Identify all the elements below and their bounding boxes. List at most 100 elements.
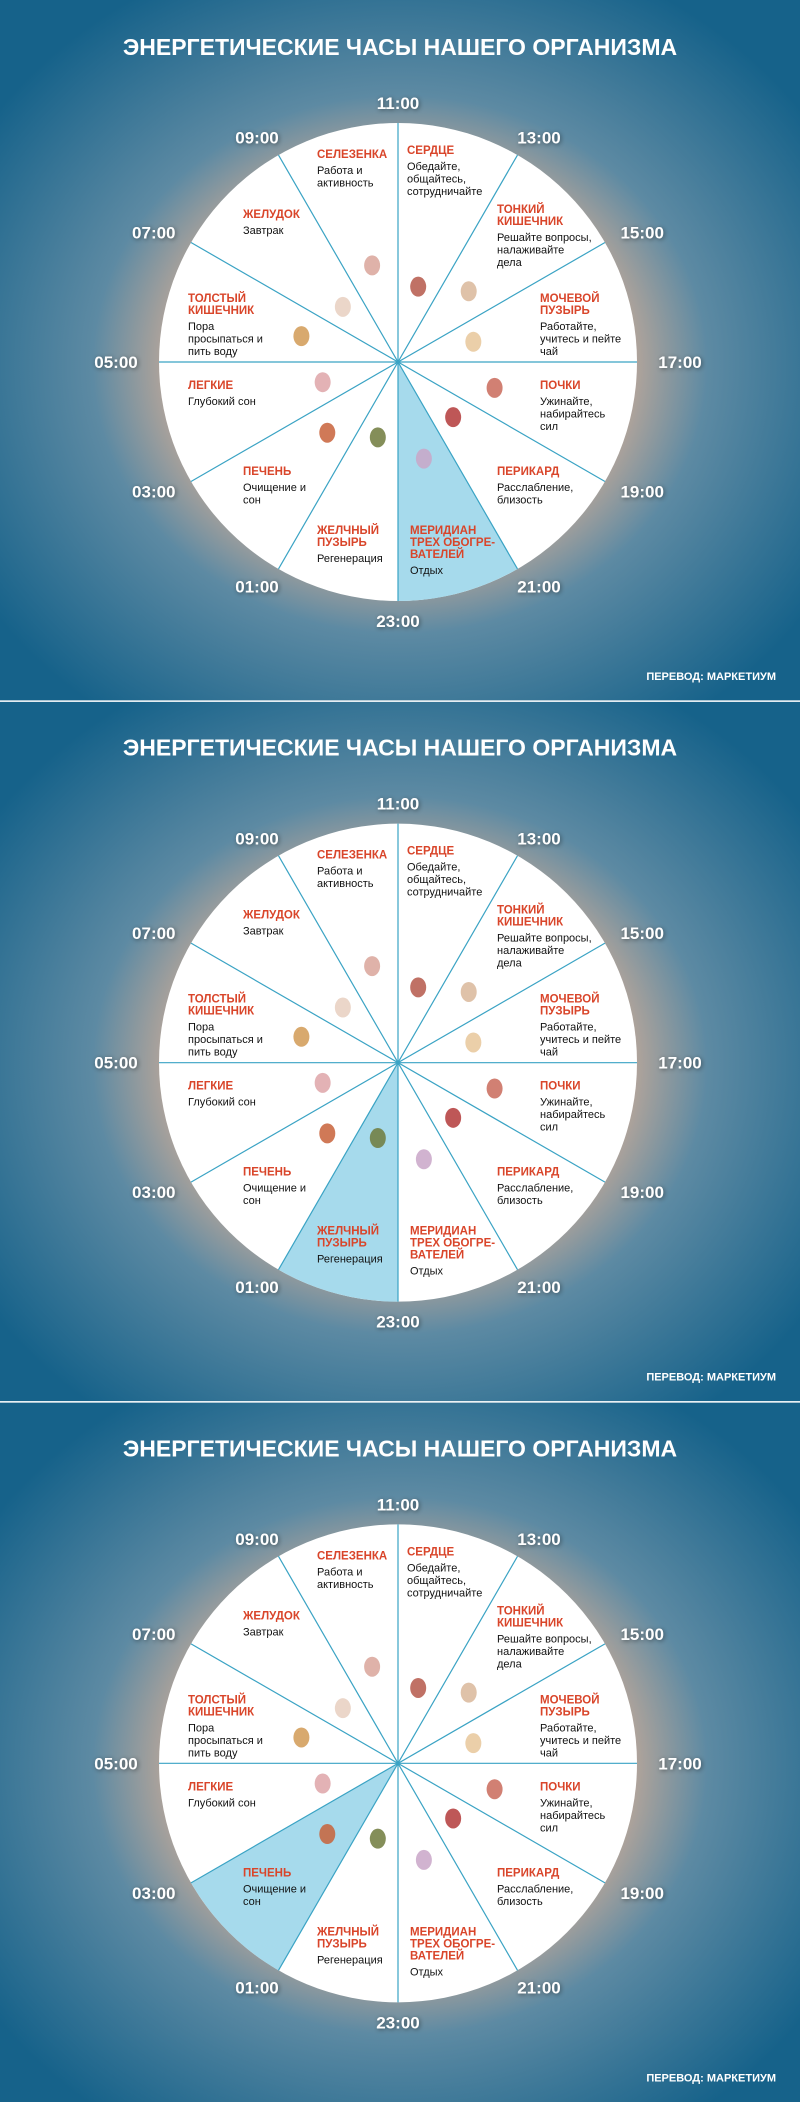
organ-name: ТРЕХ ОБОГРЕ- bbox=[410, 537, 495, 549]
organ-advice: чай bbox=[540, 1747, 558, 1759]
organ-advice: Расслабление, bbox=[497, 1183, 573, 1195]
organ-name: ПУЗЫРЬ bbox=[317, 1238, 367, 1250]
organ-advice: Регенерация bbox=[317, 553, 383, 565]
organ-advice: Работа и bbox=[317, 1566, 363, 1578]
organ-icon bbox=[460, 981, 477, 1002]
credit: ПЕРЕВОД: МАРКЕТИУМ bbox=[646, 2072, 776, 2084]
organ-name: ЖЕЛЧНЫЙ bbox=[316, 524, 379, 537]
organ-name: КИШЕЧНИК bbox=[188, 1006, 255, 1018]
time-label: 15:00 bbox=[620, 1625, 663, 1644]
organ-icon bbox=[364, 255, 381, 276]
organ-advice: Регенерация bbox=[317, 1254, 383, 1266]
organ-advice: набирайтесь bbox=[540, 1810, 606, 1822]
organ-advice: Решайте вопросы, bbox=[497, 232, 592, 244]
organ-name: ЖЕЛУДОК bbox=[242, 910, 301, 922]
organ-advice: Обедайте, bbox=[407, 862, 460, 874]
organ-advice: сотрудничайте bbox=[407, 186, 482, 198]
organ-advice: Очищение и bbox=[243, 1183, 306, 1195]
organ-advice: общайтесь, bbox=[407, 1575, 466, 1587]
time-label: 13:00 bbox=[517, 129, 560, 148]
organ-name: ЛЕГКИЕ bbox=[188, 1081, 234, 1093]
credit: ПЕРЕВОД: МАРКЕТИУМ bbox=[646, 671, 776, 683]
panel: ЭНЕРГЕТИЧЕСКИЕ ЧАСЫ НАШЕГО ОРГАНИЗМА 11:0… bbox=[0, 700, 800, 1402]
time-label: 17:00 bbox=[658, 1054, 701, 1073]
organ-icon bbox=[369, 1828, 386, 1849]
organ-name: ТРЕХ ОБОГРЕ- bbox=[410, 1238, 495, 1250]
time-label: 17:00 bbox=[658, 353, 701, 372]
organ-advice: дела bbox=[497, 958, 523, 970]
panel: ЭНЕРГЕТИЧЕСКИЕ ЧАСЫ НАШЕГО ОРГАНИЗМА 11:0… bbox=[0, 0, 800, 701]
organ-name: ПЕЧЕНЬ bbox=[243, 466, 291, 478]
organ-advice: Ужинайте, bbox=[540, 396, 593, 408]
organ-advice: Обедайте, bbox=[407, 161, 460, 173]
organ-icon bbox=[460, 281, 477, 302]
organ-name: МОЧЕВОЙ bbox=[540, 993, 600, 1006]
organ-icon bbox=[314, 1773, 331, 1794]
organ-icon bbox=[465, 1032, 482, 1053]
organ-advice: Расслабление, bbox=[497, 1883, 573, 1895]
organ-icon bbox=[486, 1078, 503, 1099]
organ-name: ТОНКИЙ bbox=[497, 904, 545, 917]
time-label: 11:00 bbox=[377, 94, 420, 113]
organ-name: ВАТЕЛЕЙ bbox=[410, 548, 464, 561]
organ-name: ТОЛСТЫЙ bbox=[188, 292, 246, 305]
organ-advice: сил bbox=[540, 1822, 558, 1834]
organ-advice: близость bbox=[497, 1195, 543, 1207]
organ-advice: Решайте вопросы, bbox=[497, 1633, 592, 1645]
organ-advice: Пора bbox=[188, 1722, 215, 1734]
organ-icon bbox=[364, 956, 381, 977]
highlighted-sector bbox=[191, 1763, 398, 1971]
organ-advice: сотрудничайте bbox=[407, 887, 482, 899]
panel: ЭНЕРГЕТИЧЕСКИЕ ЧАСЫ НАШЕГО ОРГАНИЗМА 11:0… bbox=[0, 1401, 800, 2102]
time-label: 03:00 bbox=[132, 1884, 175, 1903]
organ-name: ПУЗЫРЬ bbox=[317, 1938, 367, 1950]
organ-advice: пить воду bbox=[188, 1047, 238, 1059]
organ-advice: набирайтесь bbox=[540, 409, 606, 421]
organ-advice: сил bbox=[540, 1122, 558, 1134]
organ-advice: Очищение и bbox=[243, 482, 306, 494]
organ-name: КИШЕЧНИК bbox=[497, 1617, 564, 1629]
organ-icon bbox=[410, 1677, 427, 1698]
sector-divider bbox=[277, 1556, 519, 1971]
organ-icon bbox=[334, 1698, 351, 1719]
organ-advice: общайтесь, bbox=[407, 874, 466, 886]
time-label: 09:00 bbox=[235, 129, 278, 148]
time-label: 19:00 bbox=[620, 1183, 663, 1202]
organ-icon bbox=[369, 1128, 386, 1149]
title: ЭНЕРГЕТИЧЕСКИЕ ЧАСЫ НАШЕГО ОРГАНИЗМА bbox=[123, 735, 677, 761]
organ-icon bbox=[319, 1824, 336, 1845]
organ-name: КИШЕЧНИК bbox=[497, 917, 564, 929]
organ-advice: близость bbox=[497, 495, 543, 507]
organ-advice: дела bbox=[497, 1658, 523, 1670]
organ-name: ТОНКИЙ bbox=[497, 1604, 545, 1617]
organ-advice: Расслабление, bbox=[497, 482, 573, 494]
organ-advice: Регенерация bbox=[317, 1954, 383, 1966]
organ-advice: Работайте, bbox=[540, 1722, 597, 1734]
time-label: 21:00 bbox=[517, 1278, 560, 1297]
time-label: 07:00 bbox=[132, 224, 175, 243]
organ-advice: налаживайте bbox=[497, 945, 564, 957]
organ-name: ВАТЕЛЕЙ bbox=[410, 1249, 464, 1262]
time-label: 13:00 bbox=[517, 829, 560, 848]
organ-advice: Работа и bbox=[317, 866, 363, 878]
organ-advice: дела bbox=[497, 257, 523, 269]
time-label: 21:00 bbox=[517, 577, 560, 596]
time-label: 09:00 bbox=[235, 1530, 278, 1549]
organ-advice: Очищение и bbox=[243, 1883, 306, 1895]
organ-advice: Пора bbox=[188, 321, 215, 333]
organ-icon bbox=[314, 1072, 331, 1093]
time-label: 17:00 bbox=[658, 1754, 701, 1773]
organ-icon bbox=[465, 331, 482, 352]
time-label: 03:00 bbox=[132, 1183, 175, 1202]
organ-name: ПУЗЫРЬ bbox=[540, 305, 590, 317]
organ-advice: Обедайте, bbox=[407, 1562, 460, 1574]
time-label: 11:00 bbox=[377, 1495, 420, 1514]
time-label: 05:00 bbox=[94, 1754, 137, 1773]
organ-icon bbox=[410, 276, 427, 297]
time-label: 19:00 bbox=[620, 1884, 663, 1903]
organ-name: ПЕРИКАРД bbox=[497, 466, 559, 478]
organ-advice: активность bbox=[317, 178, 374, 190]
organ-name: ПОЧКИ bbox=[540, 380, 581, 392]
organ-advice: Ужинайте, bbox=[540, 1797, 593, 1809]
time-label: 07:00 bbox=[132, 924, 175, 943]
